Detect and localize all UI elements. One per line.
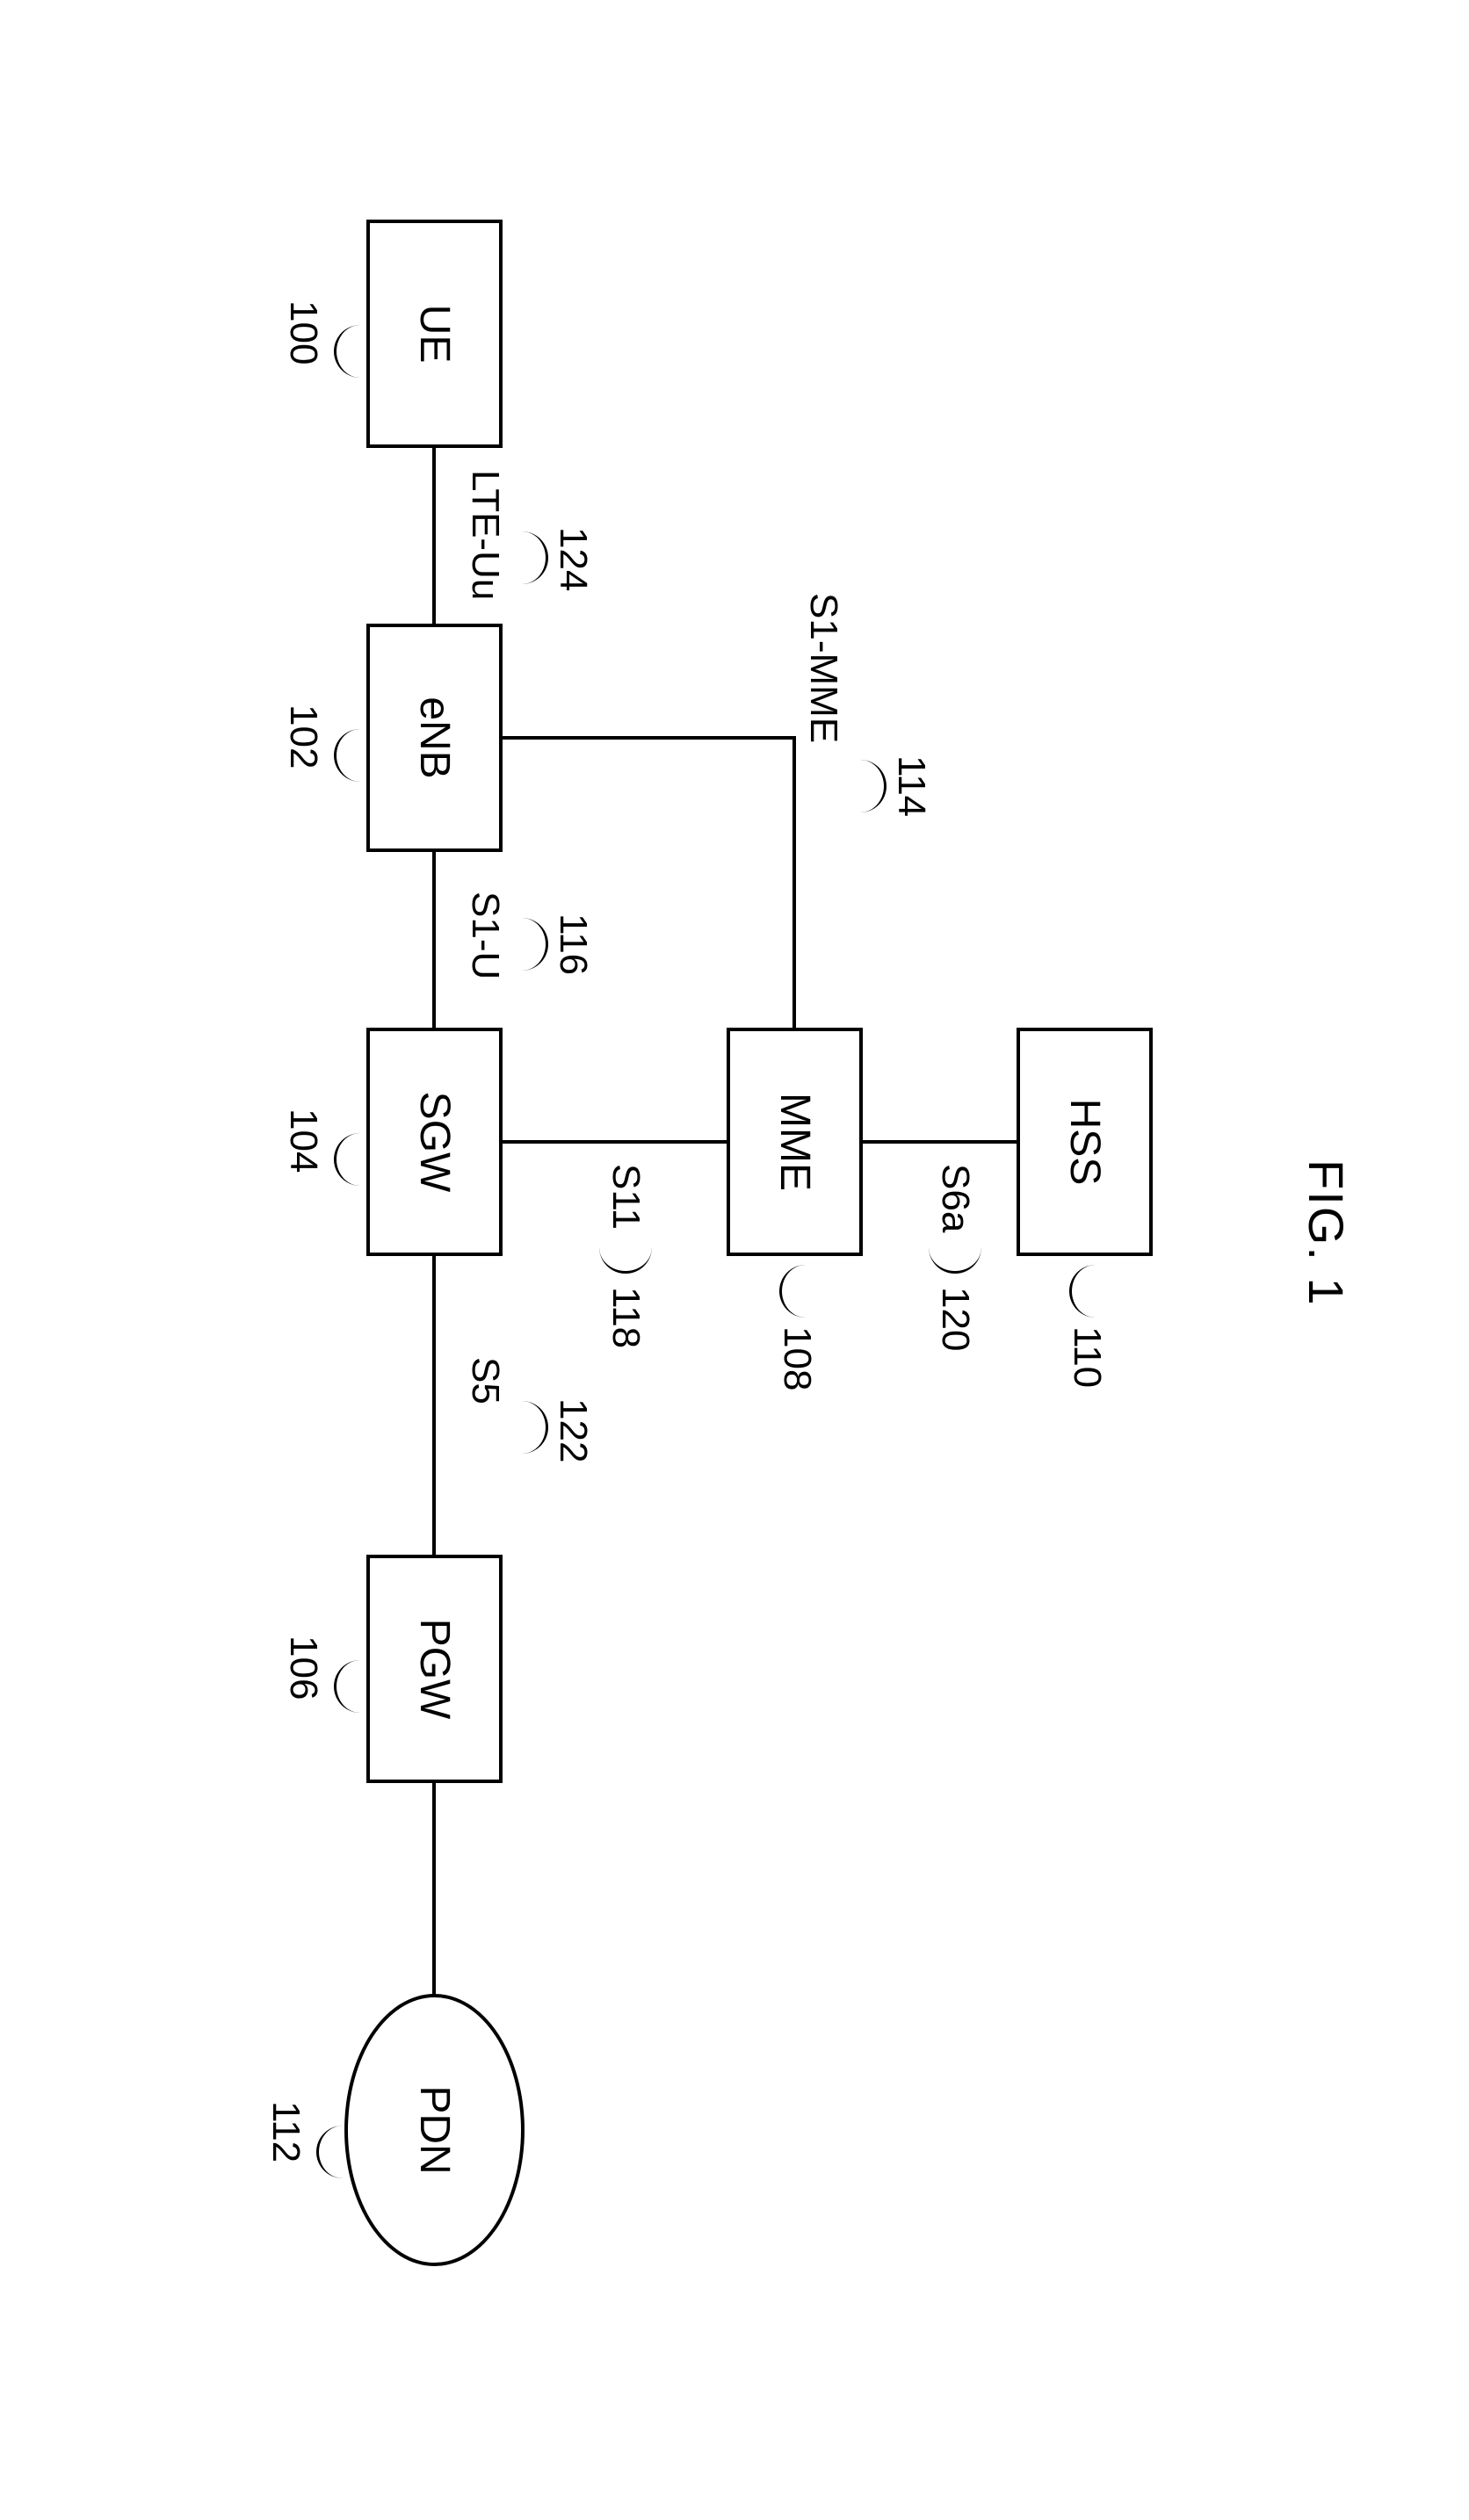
edge-ue-enb-ref-curve bbox=[522, 531, 548, 584]
edge-mme-sgw bbox=[503, 1140, 727, 1144]
edge-mme-hss-ref-curve bbox=[929, 1247, 981, 1274]
node-mme: MME bbox=[727, 1028, 863, 1256]
node-ue: UE bbox=[366, 220, 503, 448]
figure-title: FIG. 1 bbox=[1298, 1159, 1355, 1307]
node-pdn-ref: 112 bbox=[264, 2101, 308, 2163]
node-enb: eNB bbox=[366, 624, 503, 852]
node-enb-ref-curve bbox=[334, 729, 360, 782]
edge-enb-mme-ref-curve bbox=[860, 760, 886, 812]
node-pdn: PDN bbox=[344, 1994, 525, 2266]
edge-mme-hss-ref: 120 bbox=[933, 1287, 977, 1351]
edge-ue-enb-label: LTE-Uu bbox=[463, 470, 507, 600]
node-hss-ref-curve bbox=[1069, 1265, 1096, 1318]
node-pgw: PGW bbox=[366, 1555, 503, 1783]
node-sgw-ref: 104 bbox=[281, 1108, 325, 1173]
edge-enb-mme-label: S1-MME bbox=[801, 593, 845, 743]
node-pdn-label: PDN bbox=[410, 2085, 459, 2174]
edge-pgw-pdn bbox=[432, 1783, 436, 2003]
edge-sgw-pgw-ref-curve bbox=[522, 1401, 548, 1454]
edge-enb-sgw-label: S1-U bbox=[463, 892, 507, 979]
edge-sgw-pgw-label: S5 bbox=[463, 1357, 507, 1404]
edge-hss-mme bbox=[863, 1140, 1017, 1144]
node-sgw-label: SGW bbox=[410, 1092, 459, 1193]
node-ue-ref-curve bbox=[334, 325, 360, 378]
node-mme-label: MME bbox=[771, 1093, 819, 1191]
edge-mme-sgw-ref-curve bbox=[599, 1247, 652, 1274]
node-hss: HSS bbox=[1017, 1028, 1153, 1256]
diagram-canvas: FIG. 1 HSS 110 MME 108 UE bbox=[0, 0, 1469, 2520]
edge-mme-sgw-label: S11 bbox=[604, 1164, 648, 1230]
node-mme-ref-curve bbox=[779, 1265, 806, 1318]
edge-enb-mme-h bbox=[792, 736, 796, 1028]
edge-sgw-pgw-ref: 122 bbox=[551, 1398, 595, 1462]
node-pgw-label: PGW bbox=[410, 1619, 459, 1720]
node-pgw-ref-curve bbox=[334, 1660, 360, 1713]
edge-ue-enb bbox=[432, 448, 436, 624]
node-ue-ref: 100 bbox=[281, 300, 325, 365]
edge-mme-hss-label: S6a bbox=[933, 1164, 977, 1232]
node-hss-label: HSS bbox=[1060, 1099, 1109, 1186]
edge-enb-mme-ref: 114 bbox=[889, 755, 933, 817]
diagram-rotated-wrapper: FIG. 1 HSS 110 MME 108 UE bbox=[0, 0, 1469, 1469]
node-enb-ref: 102 bbox=[281, 704, 325, 769]
node-mme-ref: 108 bbox=[775, 1326, 819, 1390]
edge-enb-mme-v bbox=[503, 736, 796, 740]
edge-sgw-pgw bbox=[432, 1256, 436, 1555]
node-enb-label: eNB bbox=[410, 697, 459, 778]
edge-enb-sgw-ref: 116 bbox=[551, 913, 595, 975]
edge-enb-sgw-ref-curve bbox=[522, 918, 548, 971]
edge-enb-sgw bbox=[432, 852, 436, 1028]
node-ue-label: UE bbox=[410, 305, 459, 364]
node-sgw-ref-curve bbox=[334, 1133, 360, 1186]
edge-ue-enb-ref: 124 bbox=[551, 527, 595, 591]
node-pgw-ref: 106 bbox=[281, 1635, 325, 1700]
edge-mme-sgw-ref: 118 bbox=[604, 1287, 648, 1348]
node-sgw: SGW bbox=[366, 1028, 503, 1256]
node-pdn-ref-curve bbox=[316, 2126, 343, 2178]
node-hss-ref: 110 bbox=[1065, 1326, 1109, 1388]
